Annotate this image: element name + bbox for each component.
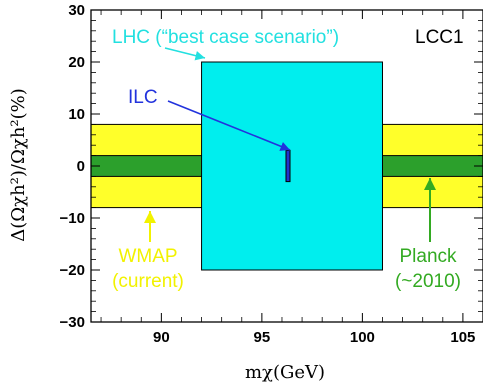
y-tick-label: 20 xyxy=(68,54,85,71)
x-axis-title: mχ(GeV) xyxy=(245,362,325,383)
ilc-arrow xyxy=(167,100,291,151)
lhc-arrow xyxy=(164,47,206,61)
y-tick-label: −30 xyxy=(60,314,85,331)
lhc-box xyxy=(201,61,383,271)
tick-labels-layer: −30 −20 −10 0 10 20 30 90 95 100 105 xyxy=(60,2,476,346)
wmap-annotation-line1: WMAP xyxy=(118,246,177,267)
y-tick-label: −10 xyxy=(60,210,85,227)
annotations-layer: LHC (“best case scenario”) ILC WMAP (curren… xyxy=(112,27,461,292)
y-tick-label: 30 xyxy=(68,2,85,19)
y-tick-label: 10 xyxy=(68,106,85,123)
x-tick-label: 100 xyxy=(350,329,375,346)
y-tick-label: 0 xyxy=(77,158,85,175)
y-axis-title: Δ(Ωχh²)/Ωχh²(%) xyxy=(8,88,29,242)
panel-label: LCC1 xyxy=(415,27,464,48)
x-tick-label: 90 xyxy=(153,329,170,346)
x-tick-label: 105 xyxy=(450,329,475,346)
planck-annotation-line1: Planck xyxy=(399,246,457,267)
lhc-annotation: LHC (“best case scenario”) xyxy=(112,27,339,48)
bands-layer xyxy=(90,61,483,271)
wmap-annotation-line2: (current) xyxy=(112,271,184,292)
y-tick-label: −20 xyxy=(60,262,85,279)
ilc-box xyxy=(285,149,291,183)
x-tick-label: 95 xyxy=(254,329,271,346)
ticks-layer xyxy=(91,9,483,323)
ilc-annotation: ILC xyxy=(128,87,158,108)
planck-annotation-line2: (~2010) xyxy=(395,271,461,292)
